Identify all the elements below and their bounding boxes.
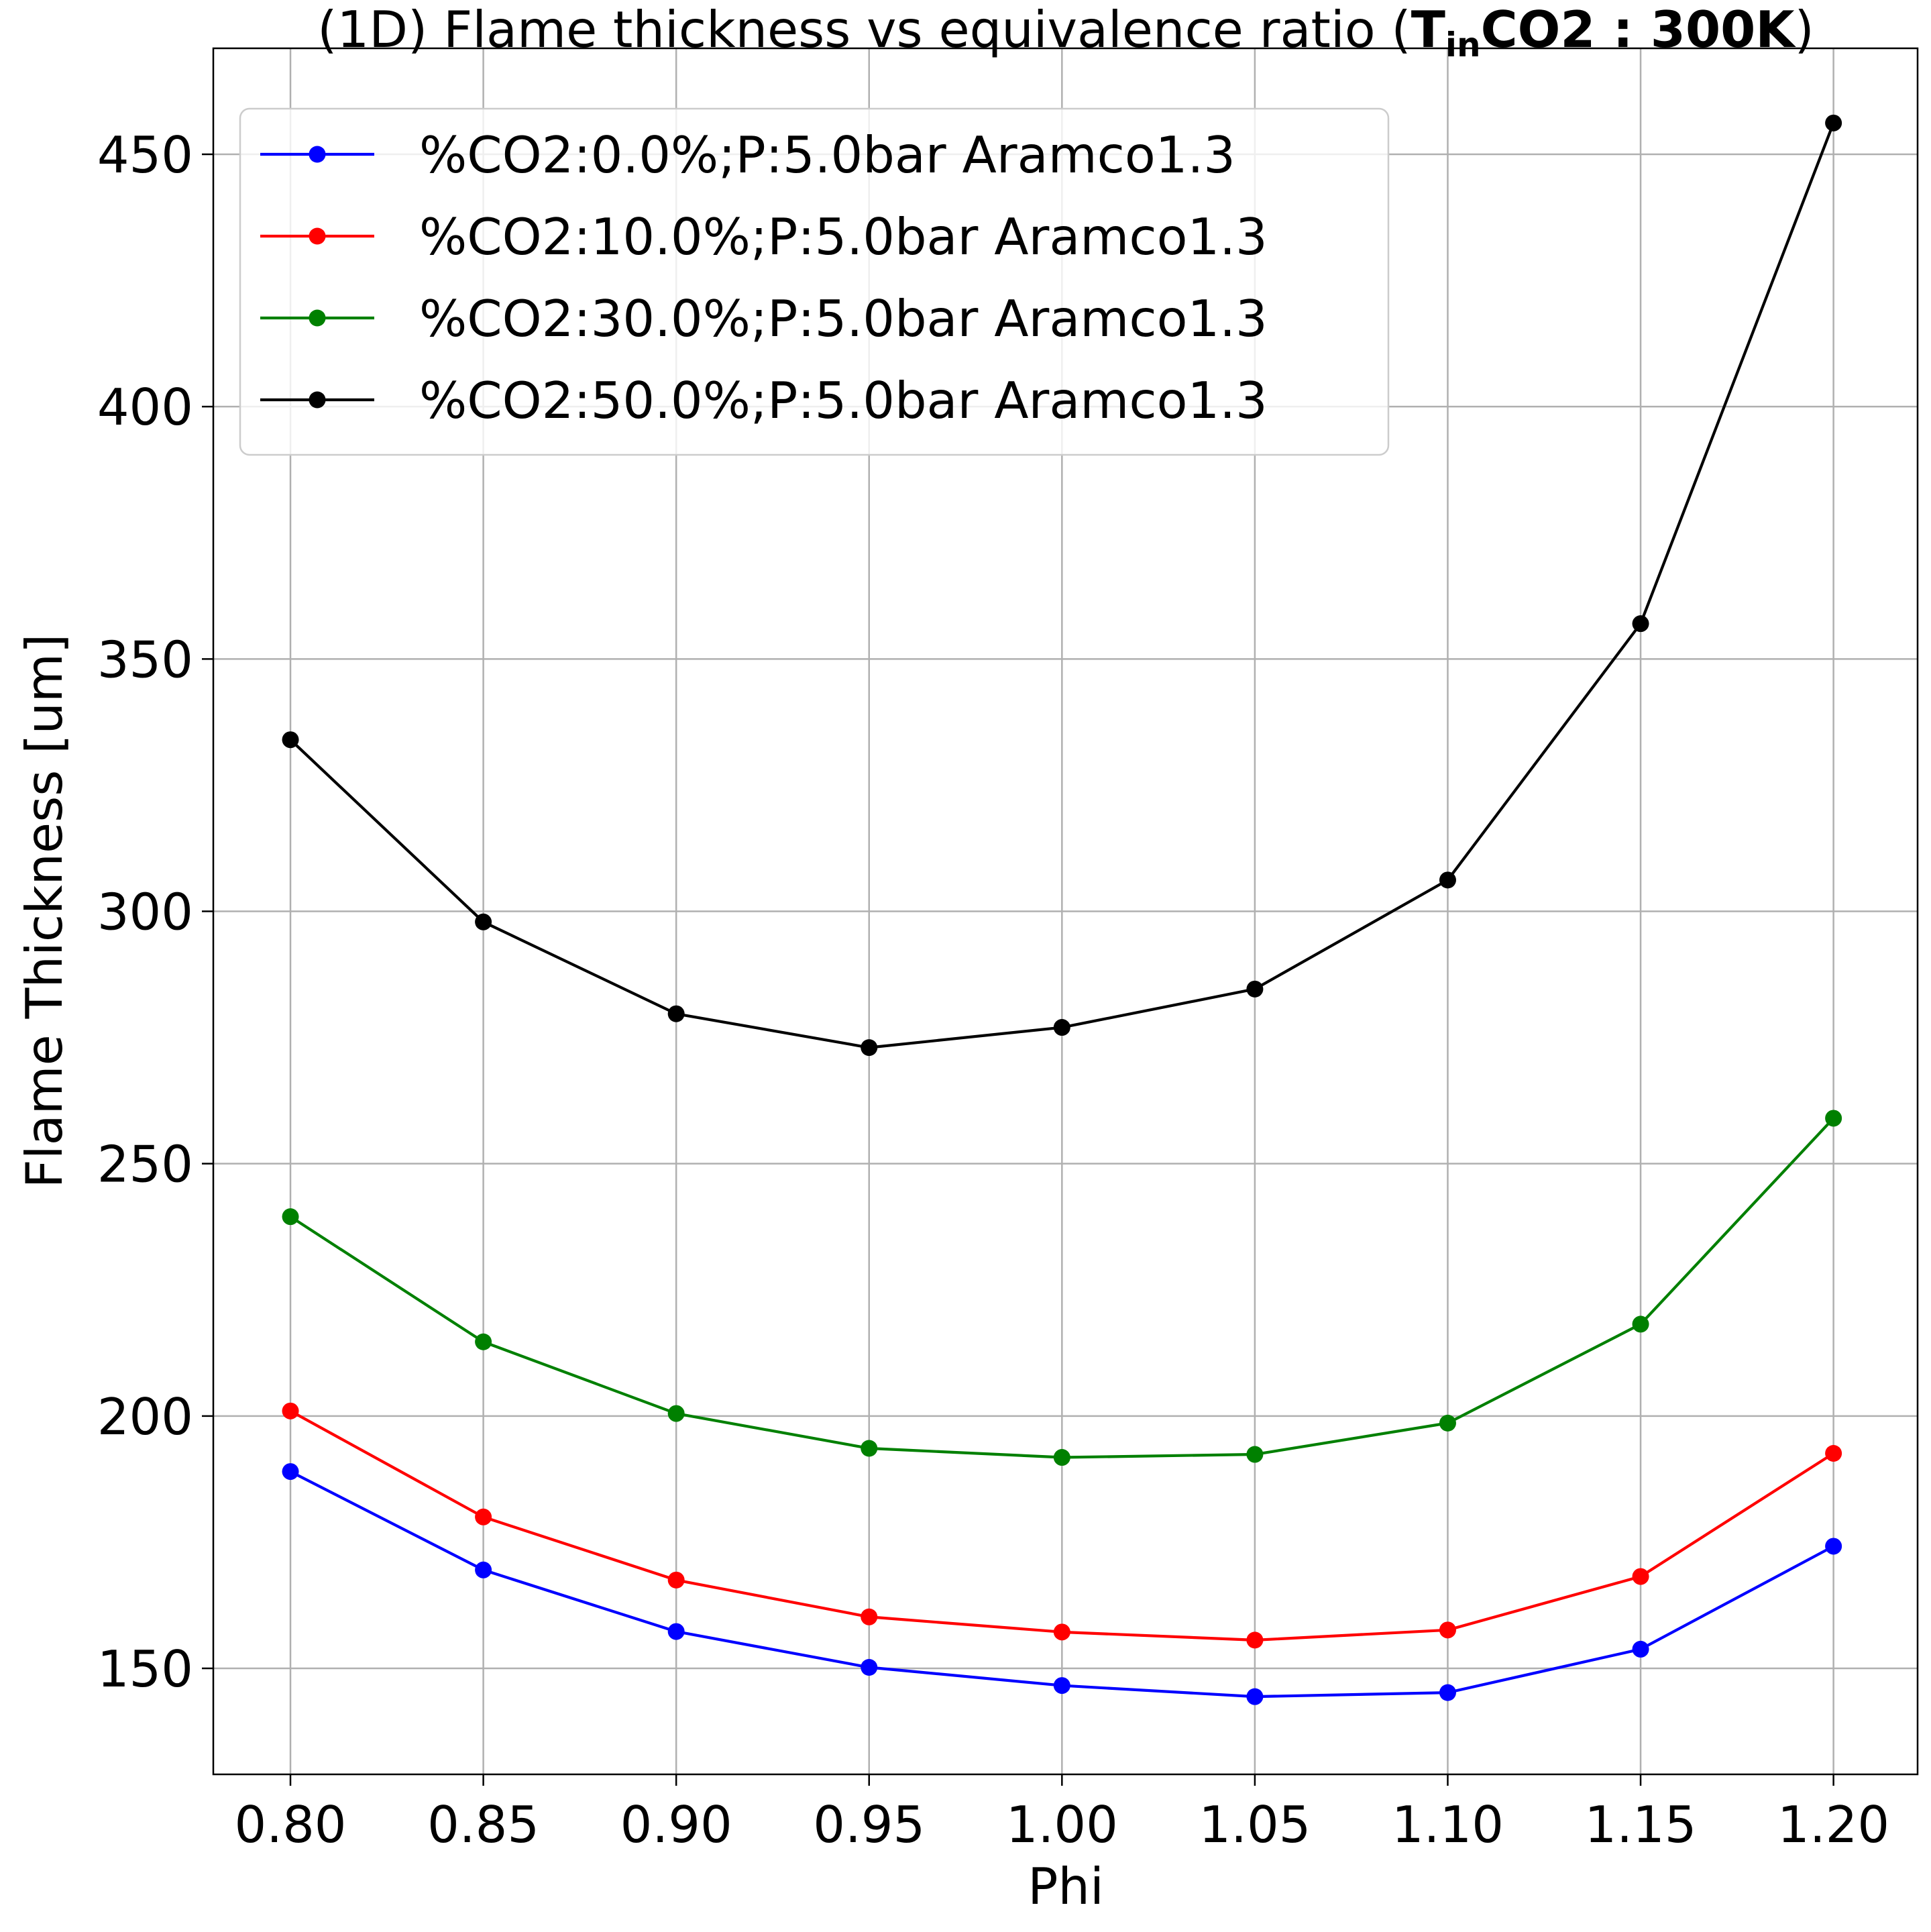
y-tick-label: 150 [97,1640,193,1699]
data-point [282,731,299,749]
data-point [861,1039,878,1057]
data-point [475,1508,492,1525]
x-tick-label: 1.05 [1199,1795,1311,1854]
data-point [1439,1621,1456,1639]
series-group [282,1463,1842,1705]
data-point [1632,1640,1649,1658]
data-point [1825,1110,1842,1127]
legend-entry: %CO2:50.0%;P:5.0bar Aramco1.3 [260,371,1268,430]
data-point [861,1440,878,1457]
data-point [861,1659,878,1676]
data-point [475,1333,492,1350]
x-axis-label: Phi [1028,1857,1104,1916]
data-point [1246,1631,1264,1649]
legend-box [239,107,1390,456]
data-point [475,913,492,930]
legend-label: %CO2:30.0%;P:5.0bar Aramco1.3 [419,289,1268,348]
legend-marker [309,146,326,163]
data-point [282,1208,299,1226]
y-tick-label: 350 [97,630,193,689]
x-tick-label: 1.15 [1585,1795,1697,1854]
legend-entry: %CO2:10.0%;P:5.0bar Aramco1.3 [260,207,1268,266]
data-point [1246,1446,1264,1463]
legend-entry: %CO2:30.0%;P:5.0bar Aramco1.3 [260,289,1268,348]
data-point [1632,1316,1649,1333]
data-point [1053,1449,1070,1466]
x-tick-label: 1.20 [1777,1795,1889,1854]
data-point [1053,1677,1070,1695]
x-tick-label: 1.10 [1392,1795,1504,1854]
x-tick-label: 0.95 [813,1795,925,1854]
y-tick-label: 450 [97,125,193,184]
series-group [282,1110,1842,1466]
data-point [475,1561,492,1578]
data-point [1825,1445,1842,1462]
y-tick-label: 250 [97,1135,193,1194]
title-variable: T [1411,0,1445,59]
y-axis-label: Flame Thickness [um] [15,634,74,1189]
data-point [1825,1538,1842,1555]
series-group [282,1402,1842,1649]
data-point [667,1005,685,1022]
legend-label: %CO2:0.0%;P:5.0bar Aramco1.3 [419,125,1235,184]
data-point [1053,1019,1070,1036]
legend-marker [309,227,326,245]
series-group [282,114,1842,1057]
data-point [667,1623,685,1640]
legend: %CO2:0.0%;P:5.0bar Aramco1.3 %CO2:10.0%;P… [239,107,1390,456]
data-point [1825,114,1842,131]
y-tick-label: 400 [97,378,193,437]
legend-label: %CO2:10.0%;P:5.0bar Aramco1.3 [419,207,1268,266]
data-point [1246,1688,1264,1705]
x-tick-label: 1.00 [1006,1795,1118,1854]
x-tick-label: 0.90 [620,1795,732,1854]
x-tick-label: 0.85 [427,1795,539,1854]
legend-marker [309,309,326,327]
x-axis-ticks: 0.80 0.85 0.90 0.95 1.00 1.05 1.10 1.15 1.20 [235,1774,1889,1854]
data-point [667,1571,685,1589]
data-point [667,1405,685,1422]
data-point [282,1463,299,1481]
legend-label: %CO2:50.0%;P:5.0bar Aramco1.3 [419,371,1268,430]
data-point [1439,1684,1456,1701]
y-tick-label: 300 [97,883,193,942]
legend-marker [309,391,326,409]
chart-title: (1D) Flame thickness vs equivalence rati… [317,0,1814,64]
data-point [282,1402,299,1419]
title-variable-rest: CO2 : 300K [1481,0,1797,59]
series-lines [282,114,1842,1705]
data-point [1053,1623,1070,1641]
y-tick-label: 200 [97,1387,193,1446]
y-axis-ticks: 150 200 250 300 350 400 450 [97,125,213,1699]
data-point [1439,871,1456,889]
x-tick-label: 0.80 [235,1795,347,1854]
data-point [1632,615,1649,633]
data-point [1439,1414,1456,1432]
title-subscript: in [1445,25,1481,64]
data-point [1246,980,1264,998]
data-point [1632,1568,1649,1585]
legend-entry: %CO2:0.0%;P:5.0bar Aramco1.3 [260,125,1235,184]
data-point [861,1608,878,1625]
